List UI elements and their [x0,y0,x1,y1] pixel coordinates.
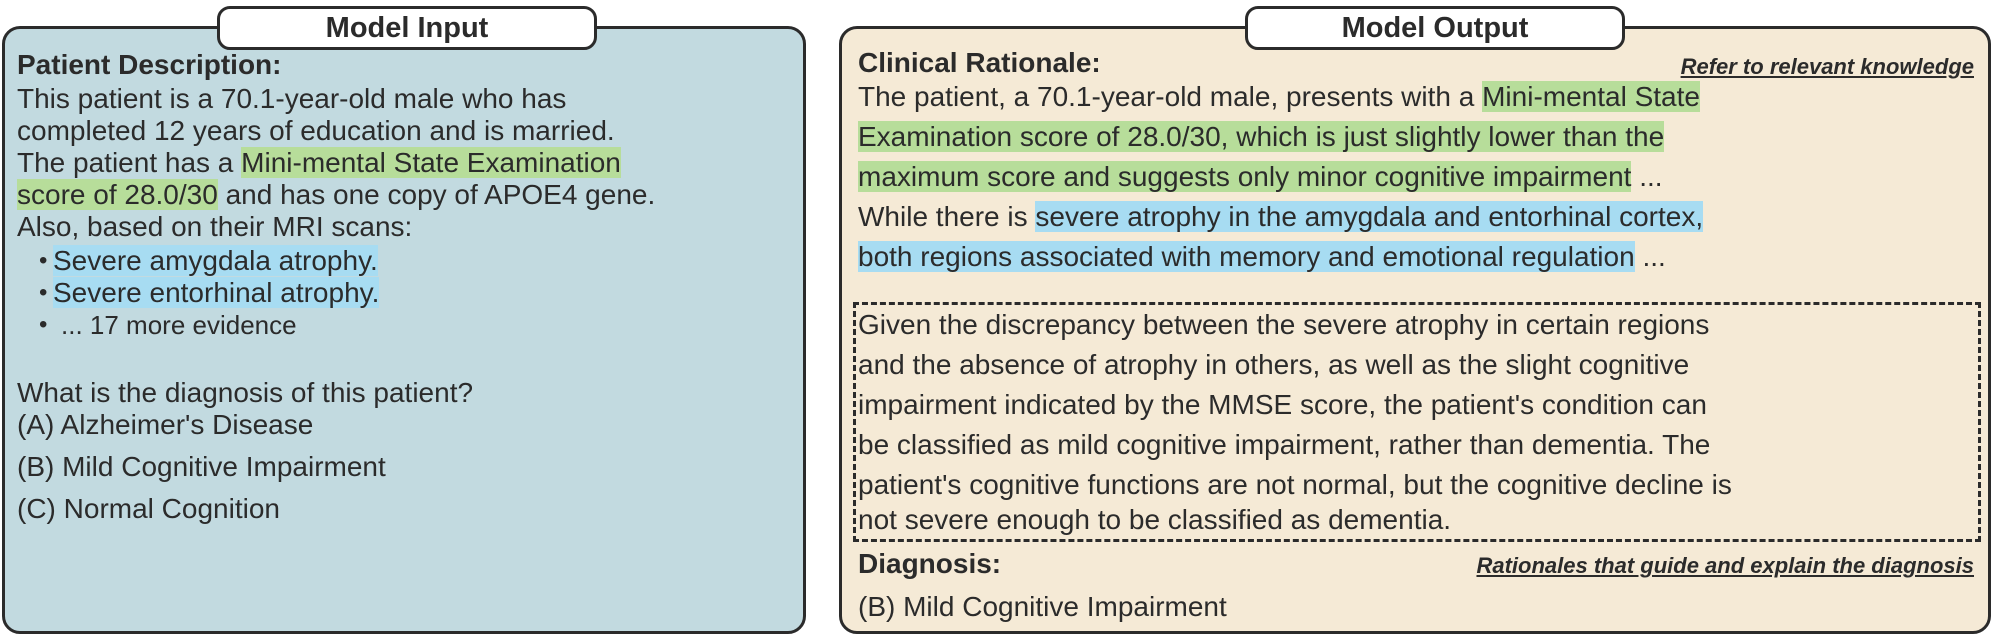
clinical-rationale-heading: Clinical Rationale: [858,47,1101,78]
bullet-dot-1: • [39,247,48,274]
evidence-item-1: Severe amygdala atrophy. [53,245,378,276]
option-c: (C) Normal Cognition [17,493,280,524]
diagnosis-answer: (B) Mild Cognitive Impairment [858,591,1227,622]
reasoning-line-5: patient's cognitive functions are not no… [858,469,1732,500]
model-output-title: Model Output [1245,6,1625,50]
refer-knowledge-note: Refer to relevant knowledge [1680,54,1974,79]
patient-line-1: This patient is a 70.1-year-old male who… [17,83,567,114]
rationale-line-2: Examination score of 28.0/30, which is j… [858,117,1665,157]
rationale-line-1: The patient, a 70.1-year-old male, prese… [858,81,1700,112]
patient-line-5: Also, based on their MRI scans: [17,211,413,242]
option-b: (B) Mild Cognitive Impairment [17,451,386,482]
rationale-mmse-highlight-1: Mini-mental State [1482,81,1700,112]
patient-line-4-text: and has one copy of APOE4 gene. [217,179,656,210]
rationale-atrophy-highlight-2: both regions associated with memory and … [858,241,1635,272]
mmse-highlight-1: Mini-mental State Examination [241,147,621,178]
rationale-line-4: While there is severe atrophy in the amy… [858,201,1704,232]
diagnosis-heading: Diagnosis: [858,548,1002,579]
evidence-item-3: ... 17 more evidence [61,310,297,340]
reasoning-box [853,302,1981,542]
bullet-dot-3: • [39,311,48,338]
model-output-panel: Model Output Clinical Rationale: Refer t… [839,6,1991,634]
evidence-item-2: Severe entorhinal atrophy. [53,277,380,308]
rationale-mmse-highlight-2: Examination score of 28.0/30, which is j… [858,121,1665,152]
patient-line-3: The patient has a Mini-mental State Exam… [17,143,621,183]
reasoning-line-6: not severe enough to be classified as de… [858,504,1452,535]
reasoning-line-1: Given the discrepancy between the severe… [858,309,1710,340]
patient-line-3-text: The patient has a [17,147,242,178]
option-a: (A) Alzheimer's Disease [17,409,314,440]
rationale-line-3: maximum score and suggests only minor co… [858,161,1663,192]
rationale-mmse-highlight-3: maximum score and suggests only minor co… [858,161,1632,192]
model-input-panel: Model Input Patient Description: This pa… [2,6,806,634]
patient-line-4: score of 28.0/30 and has one copy of APO… [17,175,655,215]
patient-description-heading: Patient Description: [17,49,282,80]
model-input-title: Model Input [217,6,597,50]
rationale-guide-note: Rationales that guide and explain the di… [1476,553,1974,578]
mmse-highlight-2: score of 28.0/30 [17,179,218,210]
rationale-line-5: both regions associated with memory and … [858,241,1666,272]
patient-line-2: completed 12 years of education and is m… [17,115,615,146]
reasoning-line-3: impairment indicated by the MMSE score, … [858,389,1707,420]
rationale-atrophy-highlight-1: severe atrophy in the amygdala and entor… [1035,201,1704,232]
reasoning-line-2: and the absence of atrophy in others, as… [858,349,1690,380]
reasoning-line-4: be classified as mild cognitive impairme… [858,429,1711,460]
diagnosis-question: What is the diagnosis of this patient? [17,377,474,408]
bullet-dot-2: • [39,279,48,306]
